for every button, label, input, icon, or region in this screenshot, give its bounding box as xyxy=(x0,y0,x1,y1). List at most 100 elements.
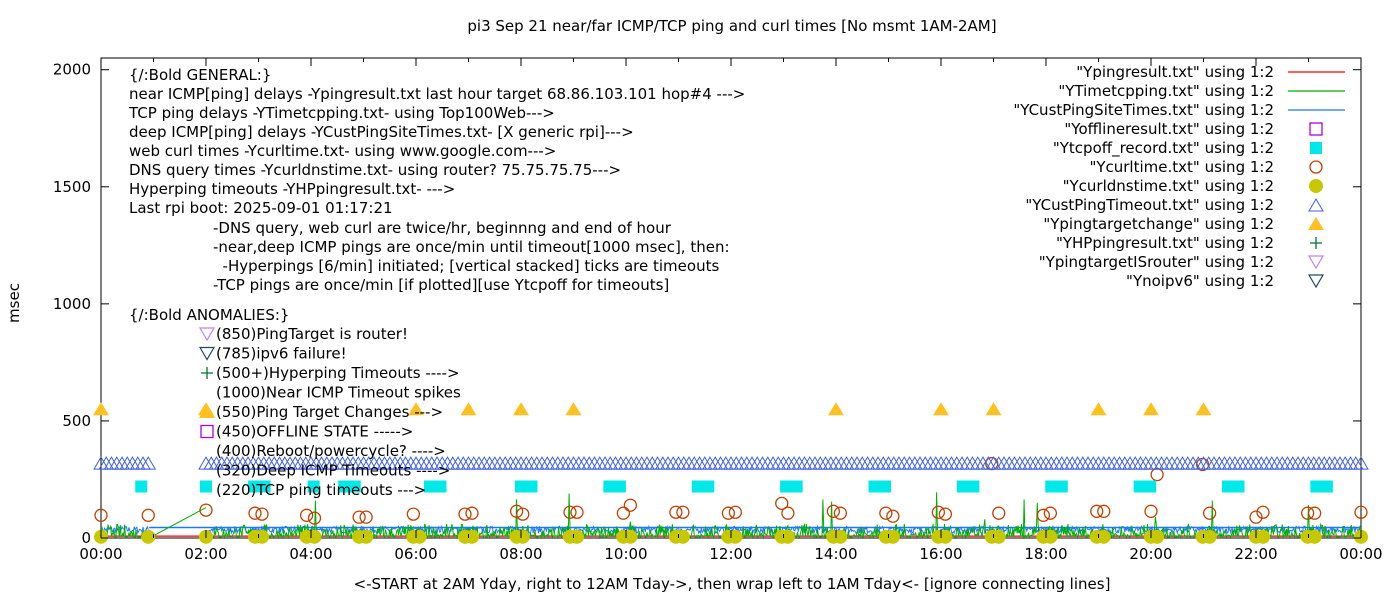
annotation-note-3: -TCP pings are once/min [if plotted][use… xyxy=(213,276,669,294)
ycurltime-point xyxy=(255,507,269,521)
y-tick-label: 0 xyxy=(81,529,91,547)
legend-label-3: "Yofflineresult.txt" using 1:2 xyxy=(1064,120,1274,138)
ytcpoff-record-point xyxy=(1310,480,1323,493)
ytcpoff-record-point xyxy=(258,480,271,493)
ycurltime-point xyxy=(931,505,946,519)
legend-label-11: "Ynoipv6" using 1:2 xyxy=(1126,272,1274,290)
chart-title: pi3 Sep 21 near/far ICMP/TCP ping and cu… xyxy=(467,17,996,35)
ytcpoff-record-point xyxy=(603,480,616,493)
ycurltime-point xyxy=(359,510,373,524)
ycurldnstime-point xyxy=(991,529,1006,544)
ycurltime-point xyxy=(563,505,577,519)
legend-marker-icon xyxy=(1307,274,1325,289)
y-tick-label: 1000 xyxy=(53,295,91,313)
ycurltime-point xyxy=(992,506,1006,520)
anomaly-marker-icon xyxy=(198,346,216,361)
ycurltime-point xyxy=(516,507,530,521)
legend-label-0: "Ypingresult.txt" using 1:2 xyxy=(1076,63,1274,81)
ytcpoff-record-point xyxy=(780,480,793,493)
ycurltime-point xyxy=(1300,506,1315,520)
ypingtargetchange-point xyxy=(1195,402,1212,416)
ycurltime-point xyxy=(1150,467,1164,482)
legend-marker-icon xyxy=(1310,142,1322,154)
ycurldnstime-point xyxy=(412,529,427,544)
y-tick-label: 500 xyxy=(62,412,91,430)
ycurltime-point xyxy=(1097,504,1111,518)
ycurltime-point xyxy=(141,508,155,522)
ycurltime-point xyxy=(1043,506,1058,520)
legend-label-6: "Ycurldnstime.txt" using 1:2 xyxy=(1063,177,1274,195)
ycurltime-point xyxy=(1307,506,1322,520)
legend-label-5: "Ycurltime.txt" using 1:2 xyxy=(1089,158,1274,176)
ycurltime-point xyxy=(1354,505,1368,519)
ycurltime-point xyxy=(465,506,479,520)
ycurltime-point xyxy=(570,505,584,519)
x-tick-label: 18:00 xyxy=(1024,545,1067,563)
ytcpoff-record-point xyxy=(525,480,538,493)
ytcpoff-record-point xyxy=(868,480,881,493)
ycurltime-point xyxy=(616,506,631,520)
ycustpingtimeout-point xyxy=(1353,456,1369,470)
ycurltime-point xyxy=(248,506,262,520)
legend-marker-icon xyxy=(1309,160,1323,174)
legend-marker-icon xyxy=(1308,198,1324,212)
legend: "Ypingresult.txt" using 1:2"YTimetcpping… xyxy=(1013,63,1345,290)
ytcpoff-record-point xyxy=(1222,480,1234,493)
series-ytimetcpping-connecting-line xyxy=(148,507,207,539)
x-tick-label: 04:00 xyxy=(289,545,332,563)
x-tick-label: 06:00 xyxy=(394,545,437,563)
annotation-anomaly-4: (550)Ping Target Changes ---> xyxy=(216,403,443,421)
ytcpoff-record-point xyxy=(691,480,704,493)
x-tick-label: 00:00 xyxy=(1339,545,1382,563)
ycurldnstime-point xyxy=(780,529,795,544)
ycurldnstime-point xyxy=(1307,529,1322,544)
ycurldnstime-point xyxy=(1202,529,1217,544)
x-tick-label: 00:00 xyxy=(79,545,122,563)
ycurldnstime-point xyxy=(515,529,530,544)
ytcpoff-record-point xyxy=(1133,480,1146,493)
ycurldnstime-point xyxy=(885,529,900,544)
anomaly-marker-icon xyxy=(201,367,213,379)
ytcpoff-record-point xyxy=(200,480,212,493)
ycurltime-point xyxy=(886,509,900,523)
annotation-anomaly-0: (850)PingTarget is router! xyxy=(216,325,408,343)
legend-marker-icon xyxy=(1308,217,1324,230)
ycurltime-point xyxy=(1202,506,1217,520)
annotation-general-3: deep ICMP[ping] delays -YCustPingSiteTim… xyxy=(129,123,634,141)
x-tick-label: 10:00 xyxy=(604,545,647,563)
ypingtargetchange-point xyxy=(1143,402,1159,416)
ycurltime-point xyxy=(1036,508,1051,522)
ypingtargetchange-point xyxy=(408,402,424,416)
ycurltime-point xyxy=(1144,504,1158,518)
legend-label-9: "YHPpingresult.txt" using 1:2 xyxy=(1056,234,1274,252)
ytcpoff-record-point xyxy=(348,480,361,493)
legend-marker-icon xyxy=(1309,179,1323,193)
ypingtargetchange-point xyxy=(93,402,109,416)
ycurldnstime-point xyxy=(938,529,953,544)
x-tick-label: 16:00 xyxy=(919,545,962,563)
ycurltime-point xyxy=(1256,505,1270,519)
ytcpoff-record-point xyxy=(1045,480,1058,493)
ycurldnstime-point xyxy=(623,529,638,544)
ycurldnstime-point xyxy=(307,529,322,544)
ycurldnstime-point xyxy=(1150,529,1165,544)
annotation-general-0: {/:Bold GENERAL:} xyxy=(129,66,271,84)
annotation-anomaly-2: (500+)Hyperping Timeouts ----> xyxy=(216,364,460,382)
ycurldnstime-point xyxy=(1256,529,1270,544)
ypingtargetchange-point xyxy=(933,402,949,416)
ycurldnstime-point xyxy=(465,529,479,544)
annotation-anomaly-3: (1000)Near ICMP Timeout spikes xyxy=(216,384,461,402)
annotation-general-5: DNS query times -Ycurldnstime.txt- using… xyxy=(129,161,621,179)
legend-label-4: "Ytcpoff_record.txt" using 1:2 xyxy=(1053,139,1274,158)
annotation-general-4: web curl times -Ycurltime.txt- using www… xyxy=(129,142,556,160)
ytcpoff-record-point xyxy=(879,480,891,493)
y-axis-label: msec xyxy=(5,283,23,323)
ycurltime-point xyxy=(94,508,108,522)
ycurltime-point xyxy=(307,511,322,525)
anomaly-marker-icon xyxy=(198,327,216,342)
ycurltime-point xyxy=(938,507,953,521)
ycurldnstime-point xyxy=(728,529,743,544)
x-tick-label: 20:00 xyxy=(1129,545,1172,563)
legend-marker-icon xyxy=(1309,122,1323,136)
